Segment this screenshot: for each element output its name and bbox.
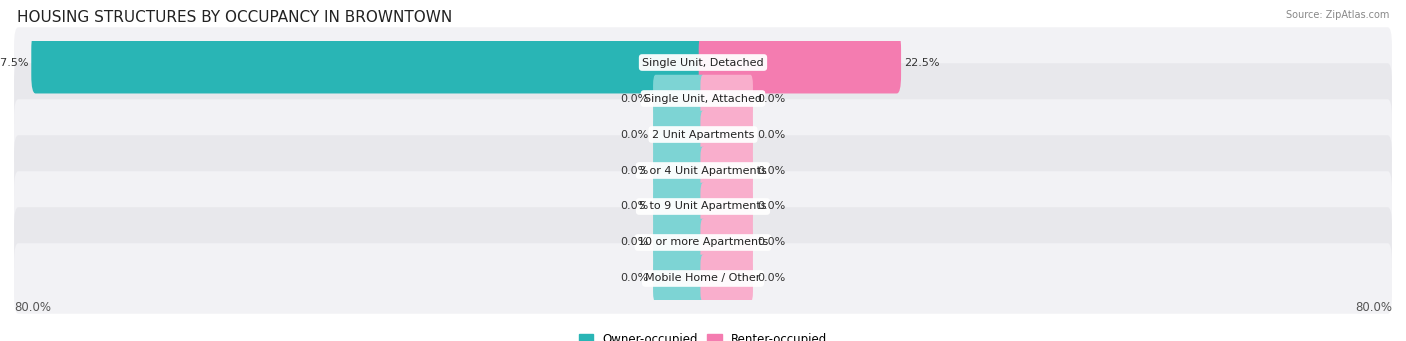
FancyBboxPatch shape — [14, 243, 1392, 314]
Text: 0.0%: 0.0% — [758, 273, 786, 283]
FancyBboxPatch shape — [700, 219, 754, 266]
Text: 0.0%: 0.0% — [620, 130, 648, 139]
Text: 80.0%: 80.0% — [1355, 301, 1392, 314]
FancyBboxPatch shape — [31, 32, 707, 93]
Text: 22.5%: 22.5% — [904, 58, 939, 68]
FancyBboxPatch shape — [14, 63, 1392, 134]
FancyBboxPatch shape — [700, 147, 754, 194]
Text: 10 or more Apartments: 10 or more Apartments — [638, 237, 768, 248]
Text: 0.0%: 0.0% — [758, 130, 786, 139]
Text: Source: ZipAtlas.com: Source: ZipAtlas.com — [1285, 10, 1389, 20]
Text: 0.0%: 0.0% — [620, 93, 648, 104]
FancyBboxPatch shape — [652, 147, 706, 194]
FancyBboxPatch shape — [652, 111, 706, 158]
Text: 0.0%: 0.0% — [620, 273, 648, 283]
Text: 0.0%: 0.0% — [620, 165, 648, 176]
FancyBboxPatch shape — [14, 207, 1392, 278]
FancyBboxPatch shape — [652, 219, 706, 266]
Text: 80.0%: 80.0% — [14, 301, 51, 314]
FancyBboxPatch shape — [14, 27, 1392, 98]
FancyBboxPatch shape — [652, 75, 706, 122]
FancyBboxPatch shape — [652, 255, 706, 302]
Text: 0.0%: 0.0% — [758, 202, 786, 211]
Text: 0.0%: 0.0% — [758, 93, 786, 104]
Text: 0.0%: 0.0% — [620, 202, 648, 211]
Text: Mobile Home / Other: Mobile Home / Other — [645, 273, 761, 283]
FancyBboxPatch shape — [652, 183, 706, 230]
Text: 2 Unit Apartments: 2 Unit Apartments — [652, 130, 754, 139]
FancyBboxPatch shape — [700, 111, 754, 158]
FancyBboxPatch shape — [699, 32, 901, 93]
Text: 0.0%: 0.0% — [620, 237, 648, 248]
Text: Single Unit, Detached: Single Unit, Detached — [643, 58, 763, 68]
FancyBboxPatch shape — [14, 135, 1392, 206]
Text: HOUSING STRUCTURES BY OCCUPANCY IN BROWNTOWN: HOUSING STRUCTURES BY OCCUPANCY IN BROWN… — [17, 10, 453, 25]
FancyBboxPatch shape — [700, 75, 754, 122]
Text: 0.0%: 0.0% — [758, 237, 786, 248]
FancyBboxPatch shape — [700, 255, 754, 302]
FancyBboxPatch shape — [14, 171, 1392, 242]
Text: 5 to 9 Unit Apartments: 5 to 9 Unit Apartments — [640, 202, 766, 211]
Text: 0.0%: 0.0% — [758, 165, 786, 176]
FancyBboxPatch shape — [700, 183, 754, 230]
FancyBboxPatch shape — [14, 99, 1392, 170]
Text: 3 or 4 Unit Apartments: 3 or 4 Unit Apartments — [640, 165, 766, 176]
Text: 77.5%: 77.5% — [0, 58, 28, 68]
Legend: Owner-occupied, Renter-occupied: Owner-occupied, Renter-occupied — [574, 329, 832, 341]
Text: Single Unit, Attached: Single Unit, Attached — [644, 93, 762, 104]
